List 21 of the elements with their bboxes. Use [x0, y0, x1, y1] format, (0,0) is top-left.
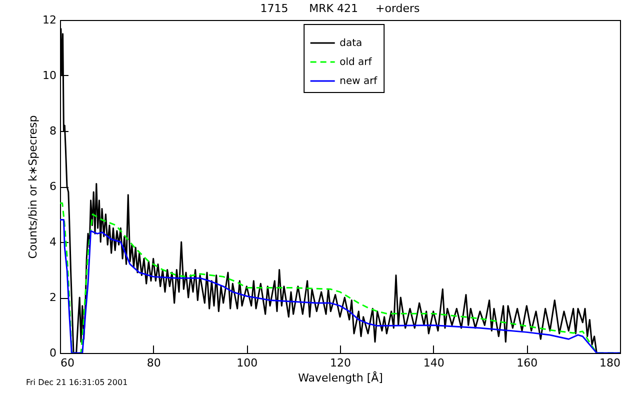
x-tick-label: 140	[423, 356, 444, 370]
y-tick-label: 6	[50, 180, 56, 193]
y-tick-label: 2	[50, 291, 56, 304]
y-tick-label: 12	[42, 14, 56, 26]
y-tick-label: 0	[50, 346, 56, 360]
chart-title: 1715 MRK 421 +orders	[259, 2, 421, 15]
legend-label: new arf	[340, 76, 378, 87]
x-tick-label: 100	[236, 356, 258, 370]
x-tick-label: 180	[600, 356, 620, 370]
y-tick-label: 10	[42, 69, 56, 82]
x-tick-label: 160	[516, 356, 538, 370]
x-axis-title: Wavelength [Å]	[298, 370, 383, 384]
text: Fri Dec 21 16:31:05 2001	[26, 378, 128, 387]
legend-label: old arf	[340, 57, 372, 68]
x-tick-label: 80	[146, 356, 161, 370]
x-tick-label: 120	[330, 356, 351, 370]
y-tick-label: 8	[50, 124, 56, 138]
x-tick-label: 60	[60, 356, 74, 370]
legend-label: data	[340, 38, 362, 49]
y-axis-title: Counts/bin or k∗Specresp	[26, 115, 40, 259]
y-tick-label: 4	[50, 236, 56, 248]
